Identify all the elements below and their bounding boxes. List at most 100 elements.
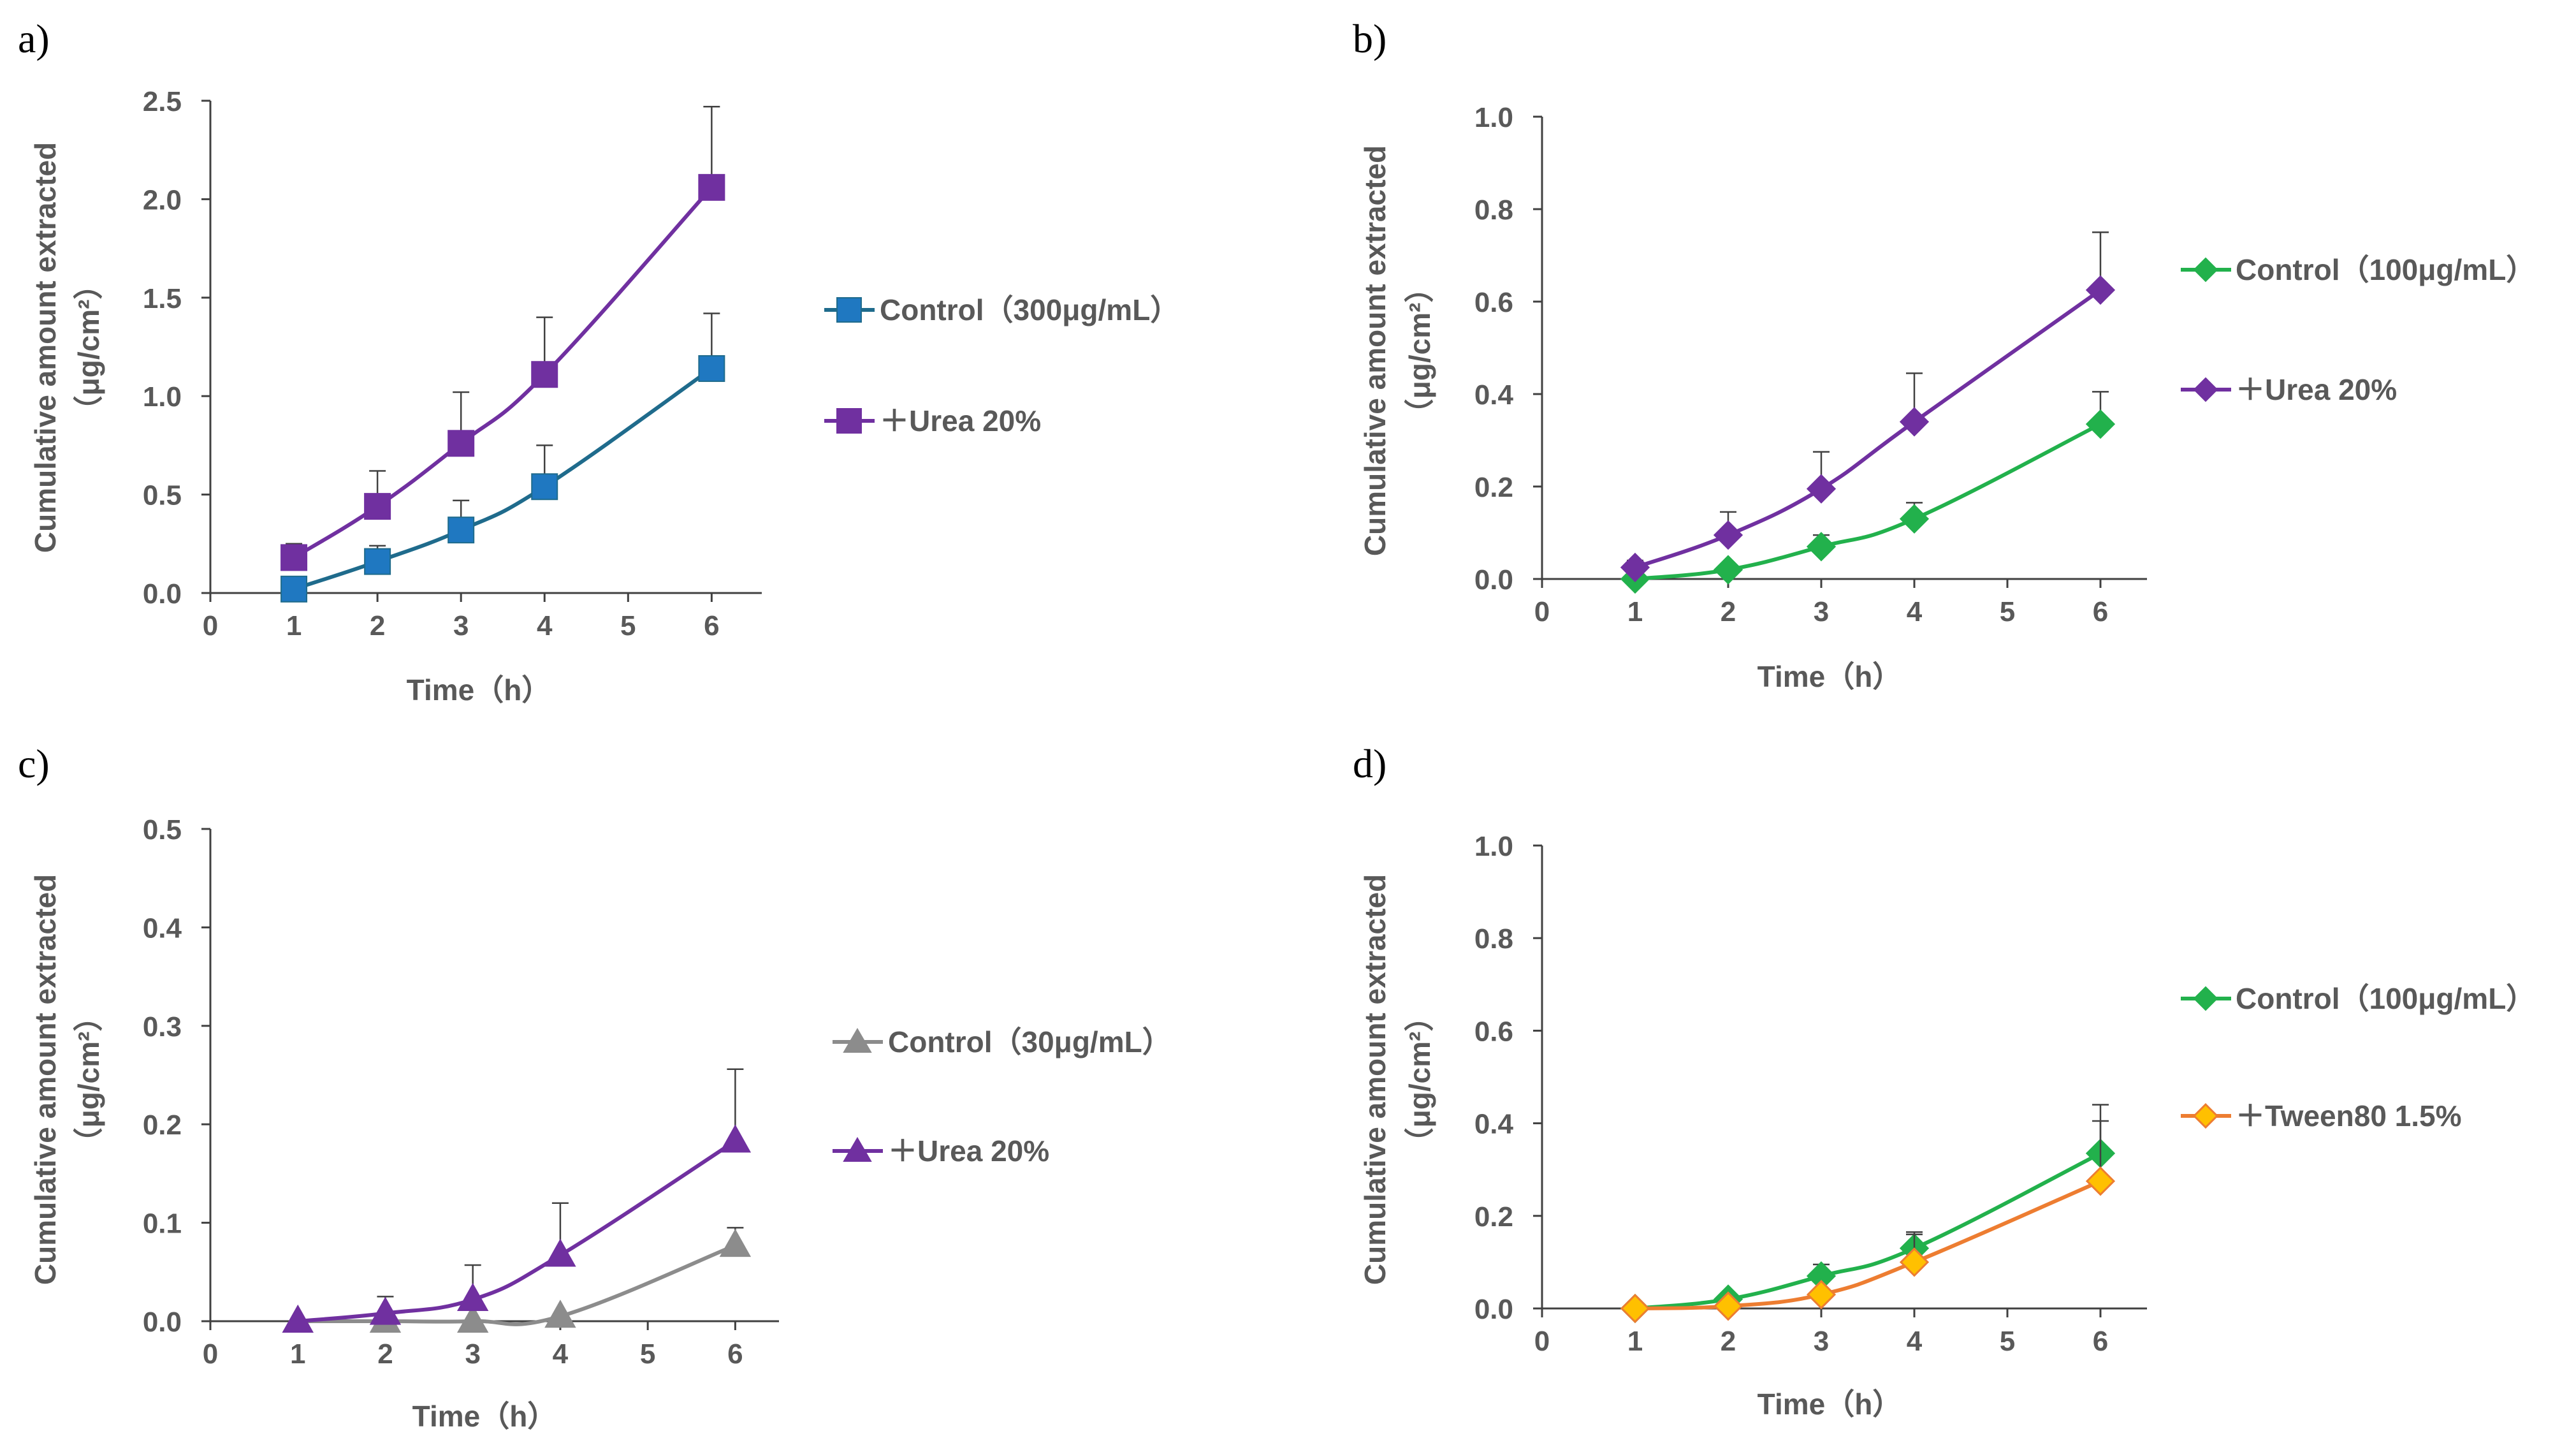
x-tick-label-c: 4 bbox=[553, 1338, 569, 1370]
series-line-b-control bbox=[1634, 422, 2102, 581]
y-tick-label-d: 0.0 bbox=[1474, 1294, 1513, 1325]
series-line-c-control bbox=[298, 1243, 736, 1326]
x-axis-title-a: Time（h） bbox=[407, 673, 551, 707]
legend-marker-b-control bbox=[2193, 257, 2218, 282]
legend-label-d-control: Control（100μg/mL） bbox=[2236, 982, 2535, 1015]
legend-marker-a-control bbox=[836, 297, 862, 323]
data-point-d-treatment bbox=[1899, 1247, 1930, 1277]
panel-label-b: b) bbox=[1353, 16, 1386, 61]
panel-a: a) 0.0 0.5 1.0 1.5 2.0 2.5 0 1 2 3 4 5 6 Time（h） Cum… bbox=[18, 16, 1179, 707]
data-point-a-treatment bbox=[448, 430, 475, 457]
y-tick-label-b: 0.8 bbox=[1474, 194, 1513, 226]
x-tick-label-a: 6 bbox=[704, 610, 719, 641]
y-tick-label-a: 1.0 bbox=[143, 381, 182, 413]
y-tick-label-c: 0.5 bbox=[143, 814, 182, 846]
x-tick-label-b: 2 bbox=[1721, 596, 1736, 627]
y-tick-label-a: 0.0 bbox=[143, 578, 182, 610]
x-tick-label-a: 4 bbox=[537, 610, 553, 641]
data-point-a-control bbox=[448, 516, 475, 544]
y-tick-label-a: 1.5 bbox=[143, 283, 182, 314]
y-axis-title-c-line2: （μg/cm²） bbox=[72, 1002, 105, 1157]
y-tick-label-c: 0.1 bbox=[143, 1208, 182, 1240]
y-tick-label-c: 0.2 bbox=[143, 1110, 182, 1141]
data-point-a-treatment bbox=[531, 361, 558, 388]
data-point-b-treatment bbox=[1806, 474, 1837, 504]
data-point-d-treatment bbox=[1713, 1291, 1743, 1321]
chart-d-plot: 0.0 0.2 0.4 0.6 0.8 1.0 0 1 2 3 4 5 6 bbox=[1474, 831, 2147, 1357]
y-tick-label-d: 0.6 bbox=[1474, 1016, 1513, 1047]
data-point-c-treatment bbox=[719, 1124, 752, 1153]
y-axis-title-c-line1: Cumulative amount extracted bbox=[29, 874, 62, 1285]
data-point-a-treatment bbox=[280, 544, 308, 571]
x-tick-label-b: 4 bbox=[1907, 596, 1923, 627]
x-tick-label-c: 1 bbox=[290, 1338, 305, 1370]
data-point-d-treatment bbox=[2085, 1166, 2116, 1196]
chart-a-plot: 0.0 0.5 1.0 1.5 2.0 2.5 0 1 2 3 4 5 6 bbox=[143, 86, 762, 641]
data-point-a-treatment bbox=[698, 173, 725, 201]
series-line-b-treatment bbox=[1634, 288, 2102, 569]
panel-label-c: c) bbox=[18, 741, 50, 786]
legend-b: Control（100μg/mL） ＋Urea 20% bbox=[2181, 253, 2535, 406]
x-tick-label-d: 4 bbox=[1907, 1326, 1923, 1357]
x-tick-label-b: 5 bbox=[2000, 596, 2015, 627]
y-tick-label-c: 0.3 bbox=[143, 1011, 182, 1043]
series-line-d-control bbox=[1634, 1152, 2102, 1310]
legend-marker-c-urea bbox=[843, 1137, 872, 1162]
y-tick-label-b: 1.0 bbox=[1474, 102, 1513, 133]
y-axis-title-b-line1: Cumulative amount extracted bbox=[1358, 145, 1392, 556]
x-tick-label-d: 1 bbox=[1627, 1326, 1643, 1357]
legend-marker-d-tween bbox=[2192, 1102, 2219, 1129]
legend-marker-a-urea bbox=[836, 408, 862, 434]
x-tick-label-d: 5 bbox=[2000, 1326, 2015, 1357]
x-tick-label-d: 2 bbox=[1721, 1326, 1736, 1357]
legend-marker-c-control bbox=[843, 1028, 872, 1053]
panel-d: d) 0.0 0.2 0.4 0.6 0.8 1.0 0 1 2 3 4 5 6 Time（h） Cum… bbox=[1353, 741, 2535, 1421]
legend-label-b-control: Control（100μg/mL） bbox=[2236, 253, 2535, 286]
x-tick-label-a: 3 bbox=[453, 610, 469, 641]
y-axis-title-b-line2: （μg/cm²） bbox=[1403, 274, 1436, 429]
data-point-a-treatment bbox=[364, 493, 391, 520]
data-point-b-treatment bbox=[2085, 275, 2116, 305]
x-tick-label-c: 6 bbox=[727, 1338, 743, 1370]
data-point-b-treatment bbox=[1899, 407, 1930, 437]
legend-marker-b-urea bbox=[2193, 377, 2218, 402]
data-point-a-control bbox=[698, 355, 725, 382]
data-point-c-control bbox=[719, 1229, 752, 1257]
data-point-a-control bbox=[280, 575, 308, 603]
y-axis-title-a-line2: （μg/cm²） bbox=[72, 270, 105, 425]
legend-c: Control（30μg/mL） ＋Urea 20% bbox=[833, 1025, 1172, 1168]
y-axis-title-d-line2: （μg/cm²） bbox=[1403, 1002, 1436, 1157]
chart-c-plot: 0.0 0.1 0.2 0.3 0.4 0.5 0 1 2 3 4 5 6 bbox=[143, 814, 779, 1370]
x-tick-label-c: 3 bbox=[465, 1338, 480, 1370]
data-point-b-control bbox=[1806, 532, 1837, 562]
x-axis-title-c: Time（h） bbox=[412, 1400, 557, 1433]
data-point-d-treatment bbox=[1620, 1293, 1650, 1324]
y-tick-label-d: 1.0 bbox=[1474, 831, 1513, 862]
y-axis-title-a-line1: Cumulative amount extracted bbox=[29, 142, 62, 553]
data-point-a-control bbox=[364, 548, 391, 575]
legend-label-a-urea: ＋Urea 20% bbox=[880, 404, 1041, 437]
data-point-d-treatment bbox=[1806, 1280, 1837, 1310]
y-tick-label-b: 0.2 bbox=[1474, 472, 1513, 503]
x-tick-label-d: 3 bbox=[1814, 1326, 1829, 1357]
x-tick-label-a: 0 bbox=[203, 610, 218, 641]
x-axis-title-d: Time（h） bbox=[1757, 1388, 1902, 1421]
y-axis-title-d-line1: Cumulative amount extracted bbox=[1358, 874, 1392, 1285]
y-tick-label-b: 0.4 bbox=[1474, 379, 1514, 411]
data-point-c-treatment bbox=[282, 1304, 314, 1333]
y-tick-label-b: 0.0 bbox=[1474, 564, 1513, 596]
legend-label-b-urea: ＋Urea 20% bbox=[2236, 373, 2397, 406]
x-tick-label-c: 5 bbox=[640, 1338, 655, 1370]
x-tick-label-b: 3 bbox=[1814, 596, 1829, 627]
x-tick-label-b: 0 bbox=[1534, 596, 1550, 627]
x-axis-title-b: Time（h） bbox=[1757, 660, 1902, 693]
series-line-a-treatment bbox=[293, 186, 713, 559]
data-point-c-control bbox=[456, 1304, 489, 1333]
x-tick-label-a: 5 bbox=[620, 610, 636, 641]
x-tick-label-a: 1 bbox=[286, 610, 302, 641]
y-tick-label-a: 2.5 bbox=[143, 86, 182, 117]
y-tick-label-b: 0.6 bbox=[1474, 287, 1513, 318]
panel-label-a: a) bbox=[18, 16, 50, 61]
data-point-c-treatment bbox=[369, 1296, 402, 1325]
